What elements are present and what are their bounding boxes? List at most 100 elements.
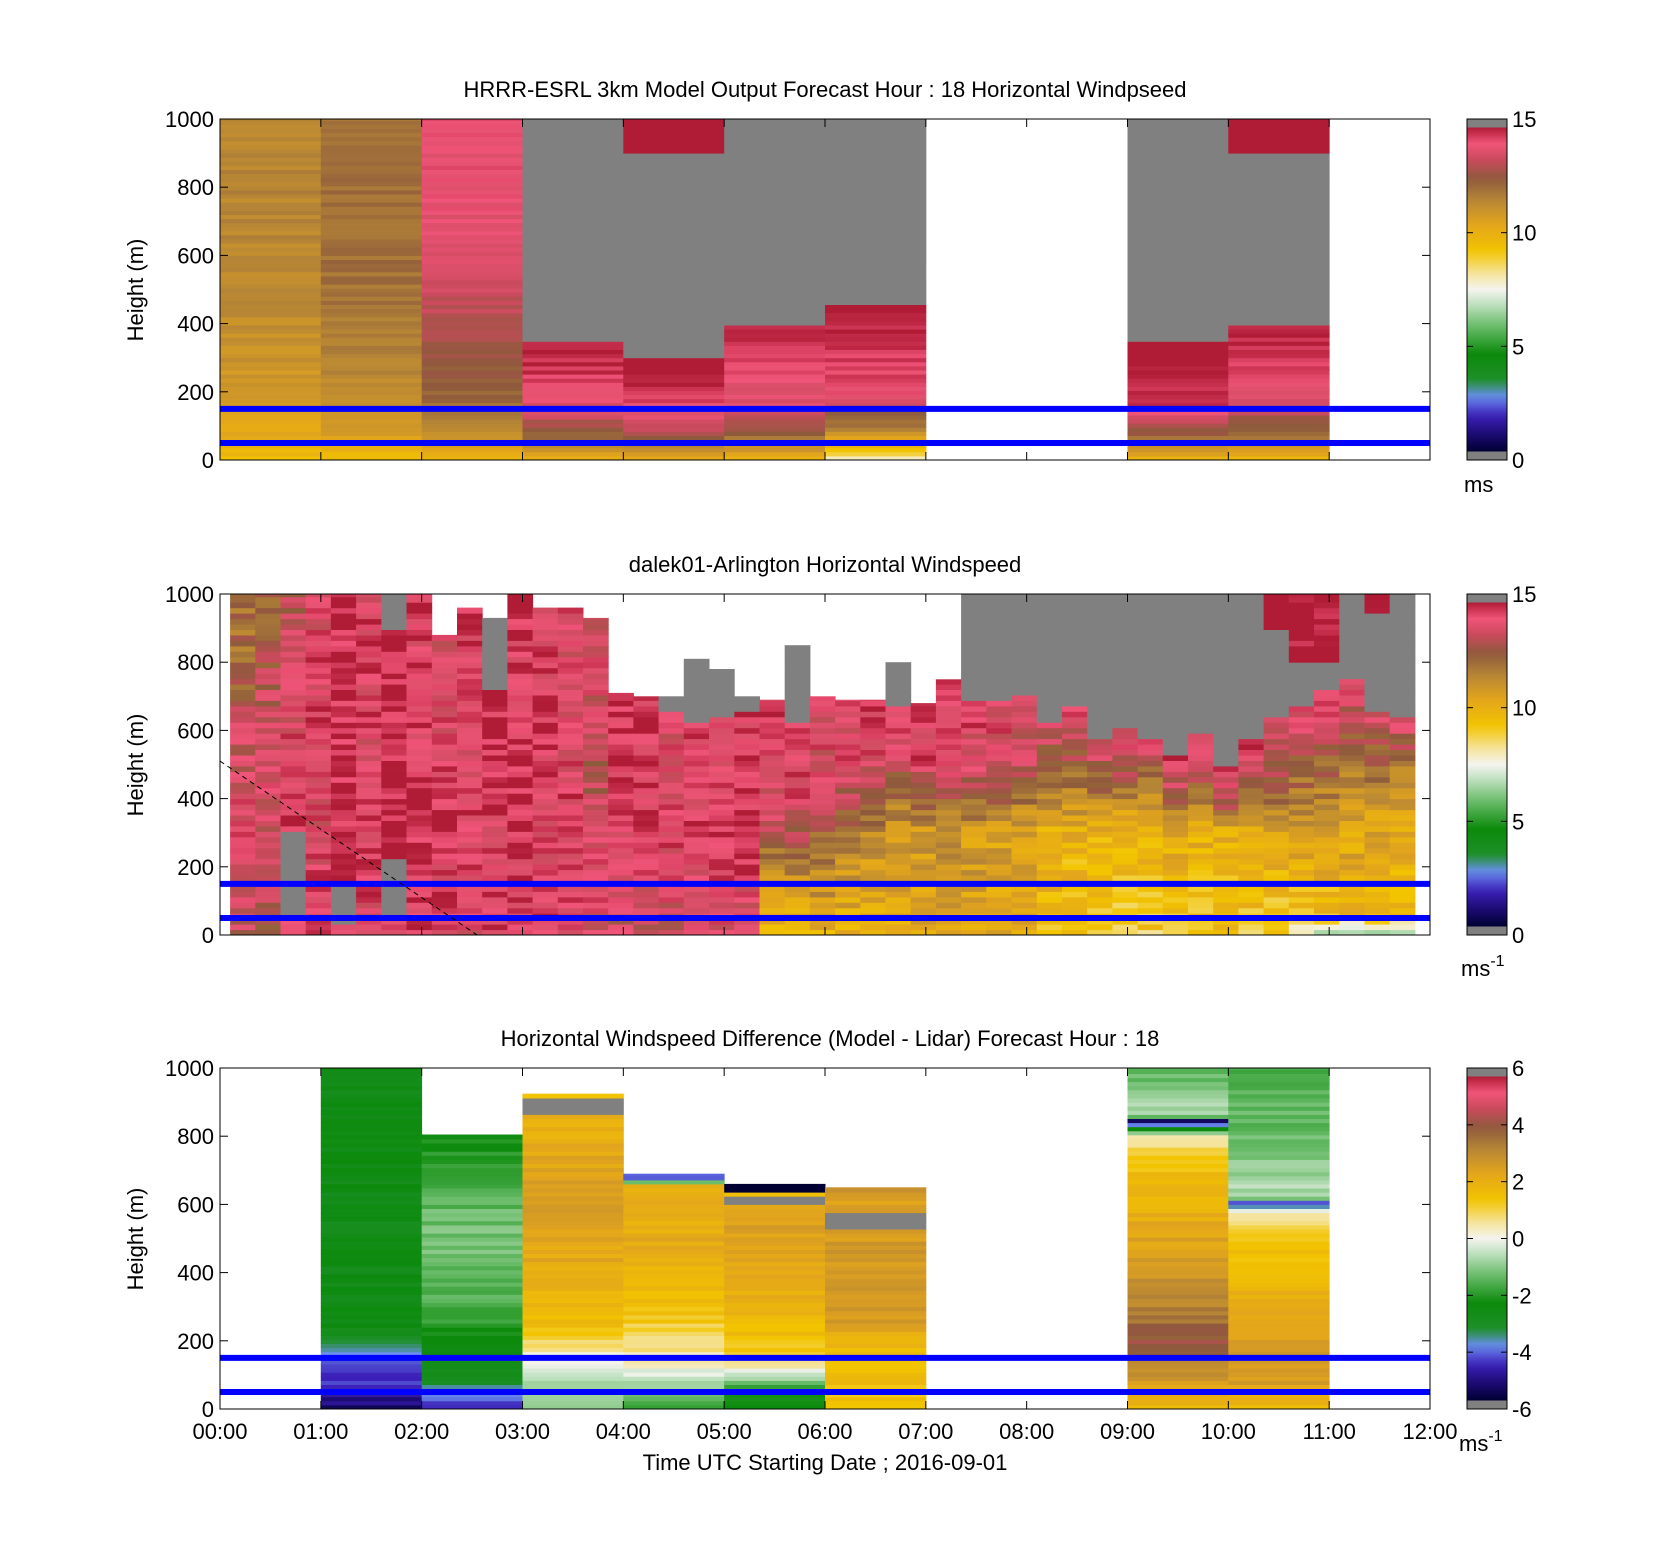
panel-model-cell — [825, 382, 927, 387]
panel-lidar-ref-lines — [220, 880, 1430, 921]
panel-diff-cell — [320, 1261, 423, 1267]
panel-model-cell — [522, 189, 624, 195]
panel-model-cell — [421, 247, 523, 252]
panel-model-cell — [421, 390, 523, 395]
panel-diff-cell — [421, 1282, 523, 1287]
panel-lidar-cell — [1213, 727, 1239, 734]
panel-model-cell — [1228, 239, 1330, 244]
panel-lidar-cell — [1213, 875, 1239, 881]
panel-lidar-cell — [1036, 782, 1063, 789]
panel-model-cell — [421, 259, 523, 265]
panel-lidar-cell — [885, 885, 912, 892]
panel-lidar-cell — [557, 842, 584, 849]
panel-lidar-cell — [1188, 673, 1214, 680]
panel-lidar-cell — [608, 749, 634, 756]
panel-lidar-cell — [1263, 836, 1290, 843]
panel-lidar-cell — [1011, 798, 1038, 805]
panel-diff-cell — [522, 1224, 624, 1230]
panel-lidar-cell — [683, 733, 710, 740]
panel-lidar-cell — [1288, 929, 1315, 935]
panel-model-cell — [522, 300, 624, 305]
panel-lidar-cell — [305, 929, 332, 935]
panel-lidar-cell — [1062, 684, 1088, 690]
panel-lidar-cell — [860, 699, 886, 701]
panel-lidar-cell — [1288, 662, 1315, 669]
panel-diff-cell — [1228, 1327, 1330, 1332]
panel-lidar-cell — [809, 749, 836, 756]
panel-diff-cell — [1228, 1269, 1330, 1275]
panel-lidar-cell — [1389, 700, 1416, 707]
panel-lidar-cell — [1263, 727, 1290, 734]
panel-model-cell — [1228, 431, 1330, 436]
panel-lidar-cell — [1062, 864, 1088, 871]
panel-lidar-cell — [1288, 755, 1315, 761]
panel-model-cell — [320, 410, 423, 416]
panel-lidar-cell — [759, 749, 786, 756]
panel-diff-cell — [1228, 1224, 1330, 1230]
panel-lidar-cell — [658, 907, 685, 914]
panel-lidar-cell — [1389, 809, 1416, 816]
panel-lidar-cell — [683, 831, 710, 838]
panel-model-cell — [724, 177, 826, 183]
panel-diff-cell — [320, 1216, 423, 1222]
panel-model-cell — [320, 136, 423, 142]
panel-lidar-cell — [507, 656, 534, 663]
panel-model-cell — [825, 341, 927, 346]
panel-model-cell — [421, 222, 523, 228]
panel-lidar-cell — [759, 896, 786, 903]
panel-lidar-cell — [330, 918, 357, 925]
panel-lidar-cell — [1389, 815, 1416, 821]
panel-model-cell — [522, 136, 624, 142]
panel-lidar-cell — [406, 738, 433, 745]
panel-model-cell — [825, 419, 927, 424]
panel-lidar-cell — [961, 924, 987, 931]
panel-lidar-cell — [809, 722, 836, 729]
panel-lidar-cell — [608, 864, 634, 871]
panel-lidar-cell — [1314, 684, 1340, 690]
panel-lidar-dashed-line — [219, 760, 478, 936]
panel-lidar-cell — [961, 918, 987, 925]
panel-lidar-cell — [1087, 678, 1113, 685]
panel-model-cell — [320, 419, 423, 424]
panel-model-cell — [522, 128, 624, 134]
panel-diff-cell — [320, 1179, 423, 1185]
panel-lidar-cell — [809, 738, 836, 745]
panel-lidar-cell — [835, 705, 861, 712]
panel-lidar-cell — [482, 896, 508, 903]
panel-lidar-cell — [986, 924, 1012, 931]
panel-lidar-cell — [356, 798, 382, 805]
panel-lidar-cell — [381, 869, 407, 876]
panel-lidar-cell — [255, 684, 281, 690]
panel-lidar-cell — [935, 842, 962, 849]
panel-lidar-cell — [406, 596, 433, 603]
panel-lidar-cell — [431, 776, 458, 783]
panel-model-cell — [724, 161, 826, 166]
panel-lidar-cell — [986, 673, 1012, 680]
panel-lidar-cell — [986, 760, 1012, 767]
panel-lidar-cell — [734, 787, 760, 794]
panel-model-cell — [522, 455, 624, 460]
panel-lidar-cell — [280, 634, 307, 641]
panel-lidar-cell — [961, 804, 987, 811]
panel-lidar-cell — [1087, 689, 1113, 696]
panel-lidar-cell — [381, 760, 407, 767]
panel-model-y-tick-label: 1000 — [165, 107, 214, 132]
panel-lidar-cell — [532, 924, 559, 931]
panel-model-cell — [320, 398, 423, 404]
panel-lidar-cell — [809, 885, 836, 892]
panel-model-cell — [421, 198, 523, 203]
panel-lidar-cell — [1364, 602, 1391, 609]
panel-lidar-cell — [305, 667, 332, 674]
panel-lidar-cell — [1364, 749, 1391, 756]
panel-lidar-cell — [1112, 640, 1139, 647]
panel-model-cell — [1127, 149, 1229, 154]
panel-diff-cell — [623, 1302, 725, 1308]
panel-lidar-cell — [482, 836, 508, 843]
panel-lidar-cell — [557, 902, 584, 909]
panel-lidar-cell — [1238, 640, 1265, 647]
panel-lidar-cell — [1112, 842, 1139, 849]
panel-lidar-cell — [1364, 624, 1391, 630]
panel-model-cell — [421, 423, 523, 428]
panel-lidar-cell — [507, 853, 534, 860]
panel-model-cell — [623, 419, 725, 424]
